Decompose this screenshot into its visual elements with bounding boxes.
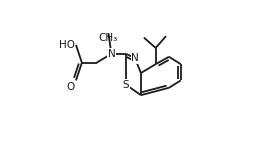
Text: O: O bbox=[66, 82, 75, 92]
Text: N: N bbox=[108, 49, 115, 59]
Text: HO: HO bbox=[59, 40, 75, 50]
Text: CH₃: CH₃ bbox=[99, 33, 118, 43]
Text: S: S bbox=[123, 80, 129, 90]
Text: N: N bbox=[131, 53, 139, 63]
